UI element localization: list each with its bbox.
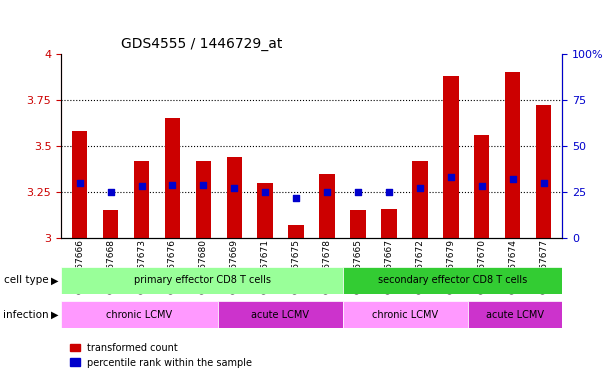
Point xyxy=(199,182,208,188)
Point xyxy=(415,185,425,191)
Bar xyxy=(257,183,273,238)
FancyBboxPatch shape xyxy=(61,267,343,294)
Text: cell type: cell type xyxy=(4,275,49,285)
Bar xyxy=(381,209,397,238)
Point xyxy=(353,189,363,195)
Point xyxy=(384,189,394,195)
Bar xyxy=(443,76,458,238)
Text: acute LCMV: acute LCMV xyxy=(251,310,309,320)
Bar xyxy=(536,105,551,238)
FancyBboxPatch shape xyxy=(343,267,562,294)
Text: chronic LCMV: chronic LCMV xyxy=(373,310,439,320)
Bar xyxy=(227,157,242,238)
Text: ▶: ▶ xyxy=(51,275,58,285)
Text: chronic LCMV: chronic LCMV xyxy=(106,310,172,320)
Point xyxy=(167,182,177,188)
Text: infection: infection xyxy=(3,310,49,320)
Point xyxy=(477,184,486,190)
Point xyxy=(137,184,147,190)
Point xyxy=(539,180,549,186)
Text: primary effector CD8 T cells: primary effector CD8 T cells xyxy=(134,275,271,285)
Point xyxy=(229,185,239,191)
FancyBboxPatch shape xyxy=(343,301,468,328)
Point xyxy=(106,189,115,195)
Text: secondary effector CD8 T cells: secondary effector CD8 T cells xyxy=(378,275,527,285)
Point xyxy=(260,189,270,195)
Bar xyxy=(196,161,211,238)
Bar xyxy=(412,161,428,238)
Bar xyxy=(72,131,87,238)
Bar xyxy=(288,225,304,238)
Bar xyxy=(134,161,149,238)
Bar xyxy=(350,210,366,238)
Point xyxy=(446,174,456,180)
Bar xyxy=(505,72,521,238)
Point xyxy=(75,180,84,186)
Text: acute LCMV: acute LCMV xyxy=(486,310,544,320)
Legend: transformed count, percentile rank within the sample: transformed count, percentile rank withi… xyxy=(66,339,256,371)
FancyBboxPatch shape xyxy=(61,301,218,328)
Bar xyxy=(103,210,119,238)
Bar xyxy=(320,174,335,238)
Bar xyxy=(474,135,489,238)
Bar xyxy=(165,118,180,238)
FancyBboxPatch shape xyxy=(218,301,343,328)
Text: GDS4555 / 1446729_at: GDS4555 / 1446729_at xyxy=(121,37,283,51)
Point xyxy=(508,176,518,182)
Point xyxy=(291,194,301,200)
FancyBboxPatch shape xyxy=(468,301,562,328)
Point xyxy=(322,189,332,195)
Text: ▶: ▶ xyxy=(51,310,58,320)
